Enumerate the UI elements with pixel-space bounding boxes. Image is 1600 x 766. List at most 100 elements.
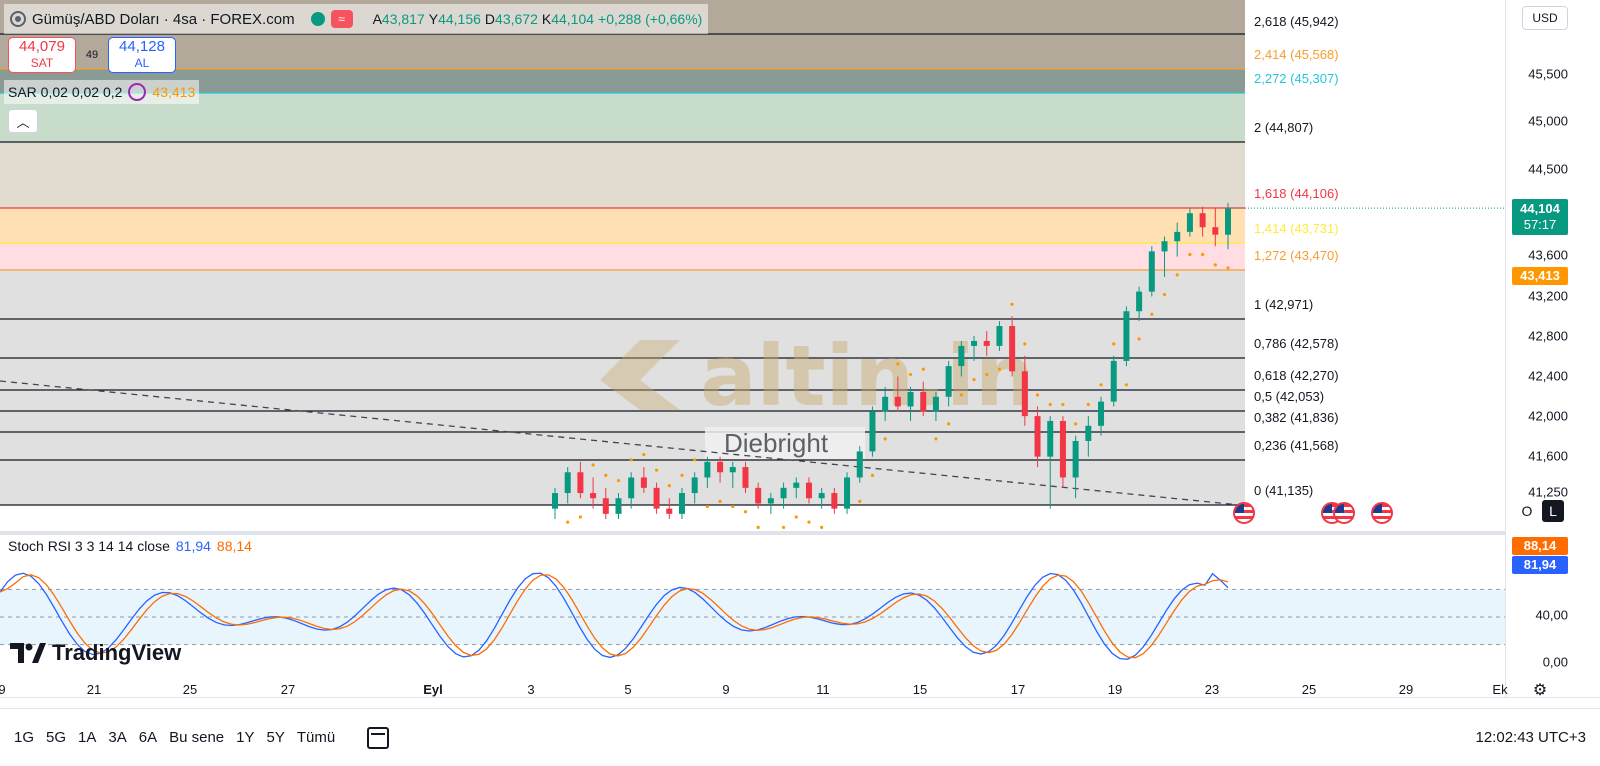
time-axis[interactable]: 9 21 25 27 Eyl 3 5 9 11 15 17 19 23 25 29 Ek <box>0 680 1508 702</box>
candle-body <box>653 487 660 509</box>
sar-dot <box>629 458 633 462</box>
pane-bottom-border <box>0 697 1600 698</box>
trend-line[interactable] <box>0 380 1241 506</box>
fib-level-label: 0,382 (41,836) <box>1254 410 1339 425</box>
sell-label: SAT <box>30 56 54 70</box>
us-flag-event-icon[interactable] <box>1371 502 1393 524</box>
pane-separator[interactable] <box>0 531 1600 535</box>
sar-dot <box>680 473 684 477</box>
candle-body <box>767 498 774 504</box>
delayed-data-icon: ≈ <box>330 10 353 28</box>
indicator-value: 43,413 <box>152 84 196 100</box>
ohlc-value: 43,817 <box>381 11 425 27</box>
tradingview-logo[interactable]: TradingView <box>10 640 181 666</box>
price-tick: 43,200 <box>1528 288 1568 304</box>
clock[interactable]: 12:02:43 UTC+3 <box>1475 729 1587 746</box>
candle-body <box>894 396 901 407</box>
stoch-tick: 0,00 <box>1542 654 1568 670</box>
candle-body <box>1110 360 1117 402</box>
ohlc-values: A43,817 Y44,156 D43,672 K44,104 +0,288 (+0,6… <box>373 11 703 27</box>
chevron-up-icon: ︿ <box>16 114 30 130</box>
candle-body <box>640 477 647 488</box>
auto-scale-button[interactable]: O <box>1521 503 1533 519</box>
sar-dot <box>591 463 595 467</box>
log-scale-button[interactable]: L <box>1542 500 1564 522</box>
time-tick: 23 <box>1204 682 1220 697</box>
price-chart[interactable]: 2,618 (45,942) 2,414 (45,568) 2,272 (45,30… <box>0 0 1600 530</box>
candle-body <box>996 326 1003 346</box>
ohlc-label: A <box>372 11 382 27</box>
range-button[interactable]: 6A <box>138 729 158 746</box>
fib-level-label: 0,618 (42,270) <box>1254 368 1339 383</box>
sar-dot <box>781 525 786 529</box>
sar-dot <box>1175 273 1179 277</box>
watermark-sub-box <box>705 427 865 459</box>
bar-countdown: 57:17 <box>1523 217 1557 232</box>
date-range-icon[interactable] <box>367 726 390 749</box>
sar-dot <box>1074 422 1078 426</box>
sar-dot <box>1035 393 1040 397</box>
candle-body <box>717 461 724 473</box>
candle-body <box>920 391 927 412</box>
candle-body <box>958 345 965 367</box>
range-button[interactable]: 5G <box>46 729 67 746</box>
time-tick: 5 <box>624 682 632 697</box>
candle-body <box>742 467 749 488</box>
candle-body <box>666 508 673 514</box>
fib-level-label: 0,236 (41,568) <box>1254 438 1339 453</box>
loading-icon <box>128 83 147 101</box>
price-tick: 42,400 <box>1528 368 1568 384</box>
candle-body <box>1009 326 1016 372</box>
sell-button[interactable]: 44,079 SAT <box>8 37 76 73</box>
price-tick: 41,250 <box>1528 484 1568 500</box>
range-button[interactable]: 1A <box>78 729 97 746</box>
buy-price: 44,128 <box>119 38 165 55</box>
ohlc-label: D <box>484 11 496 27</box>
candle-body <box>780 487 787 499</box>
stoch-legend[interactable]: Stoch RSI 3 3 14 14 close 81,94 88,14 <box>8 538 252 554</box>
candle-body <box>1174 231 1181 242</box>
stoch-d-tag: 88,14 <box>1512 537 1568 555</box>
ohlc-item: K44,104 <box>542 11 594 27</box>
watermark-logo-icon <box>600 340 680 410</box>
time-tick: Ek <box>1492 682 1508 697</box>
candle-body <box>602 498 609 514</box>
sar-dot <box>1061 402 1065 407</box>
range-buttons: 1G 5G 1A 3A 6A Bu sene 1Y 5Y Tümü <box>14 729 335 746</box>
sar-dot <box>604 473 608 477</box>
fib-zone <box>0 319 1245 358</box>
settings-gear-icon[interactable]: ⚙ <box>1532 682 1548 699</box>
sar-dot <box>997 367 1002 371</box>
us-flag-event-icon[interactable] <box>1233 502 1255 524</box>
candle-body <box>1161 241 1168 252</box>
range-button[interactable]: Tümü <box>296 729 336 746</box>
candle-body <box>615 498 622 514</box>
us-flag-event-icon[interactable] <box>1333 502 1355 524</box>
buy-button[interactable]: 44,128 AL <box>108 37 176 73</box>
symbol-title[interactable]: Gümüş/ABD Doları · 4sa · FOREX.com <box>32 10 295 28</box>
sar-dot <box>1010 302 1014 306</box>
currency-selector[interactable]: USD <box>1522 6 1568 30</box>
collapse-legend-button[interactable]: ︿ <box>8 109 38 133</box>
fib-zone <box>0 69 1245 93</box>
candle-body <box>755 487 762 504</box>
range-button[interactable]: 3A <box>108 729 127 746</box>
sar-dot <box>1213 263 1217 267</box>
candle-body <box>1136 291 1143 312</box>
sar-dot <box>1150 312 1154 316</box>
range-button[interactable]: 1Y <box>236 729 255 746</box>
price-axis[interactable]: USD 45,500 45,000 44,500 43,600 43,200 42,800… <box>1505 0 1600 697</box>
range-button[interactable]: Bu sene <box>169 729 225 746</box>
stoch-rsi-pane[interactable] <box>0 536 1600 696</box>
price-tick: 42,800 <box>1528 328 1568 344</box>
stoch-k-line <box>0 572 1229 660</box>
sar-dot <box>947 422 951 426</box>
indicator-legend[interactable]: SAR 0,02 0,02 0,2 43,413 <box>4 80 200 104</box>
candle-body <box>818 493 825 499</box>
range-button[interactable]: 1G <box>14 729 35 746</box>
range-button[interactable]: 5Y <box>266 729 285 746</box>
fib-zone <box>0 93 1245 142</box>
sar-dot <box>1137 337 1141 341</box>
trade-panel: 44,079 SAT 49 44,128 AL <box>8 37 176 73</box>
fib-level-label: 2,618 (45,942) <box>1254 14 1339 29</box>
